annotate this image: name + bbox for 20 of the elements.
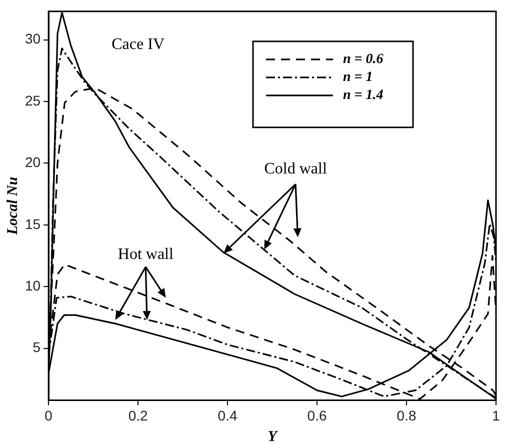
x-tick-label: 0.2	[128, 407, 148, 424]
annotation: Cold wall	[264, 160, 328, 178]
y-tick-label: 15	[24, 216, 41, 232]
y-tick-label: 5	[32, 339, 41, 356]
y-tick-label: 20	[24, 154, 41, 170]
x-tick-label: 0	[44, 407, 53, 424]
y-tick-label: 30	[24, 30, 41, 47]
x-axis-title: Y	[268, 428, 279, 445]
annotation: Hot wall	[118, 246, 174, 263]
x-tick-label: 0.6	[307, 407, 327, 424]
y-tick-label: 25	[24, 92, 41, 108]
x-tick-label: 0.4	[218, 407, 238, 424]
legend-label: n = 0.6	[343, 52, 384, 68]
x-tick-label: 0.8	[396, 407, 416, 424]
y-axis-title: Local Nu	[4, 176, 21, 236]
annotation: Cace IV	[112, 36, 165, 53]
legend-label: n = 1	[343, 70, 373, 86]
x-tick-label: 1	[492, 407, 500, 424]
legend-label: n = 1.4	[343, 88, 384, 104]
y-tick-label: 10	[24, 278, 41, 294]
